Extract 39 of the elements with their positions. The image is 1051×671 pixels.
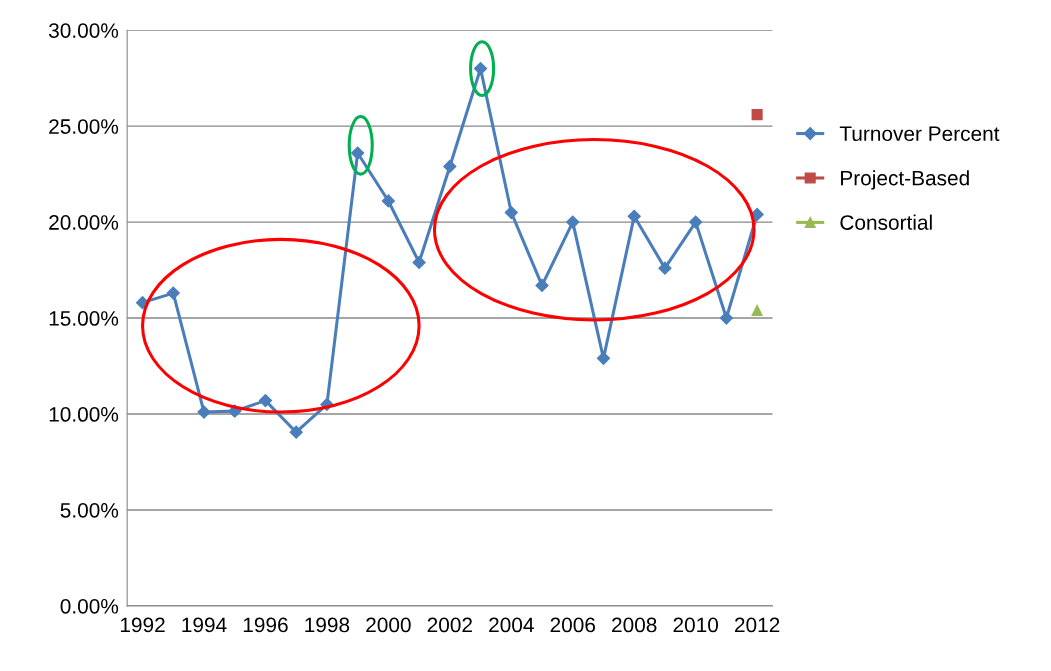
point [289, 425, 303, 439]
x-tick-label: 1992 [120, 617, 165, 633]
point [750, 207, 764, 222]
y-tick-label: 20.00% [49, 215, 119, 230]
x-tick-label: 2006 [550, 617, 595, 633]
x-tick-label: 2004 [489, 617, 534, 633]
point [689, 215, 703, 229]
y-tick-label: 5.00% [60, 502, 119, 518]
x-tick-label: 1998 [305, 617, 350, 633]
legend-label: Turnover Percent [839, 126, 1000, 142]
legend-label: Consortial [840, 214, 932, 230]
point [751, 304, 763, 316]
point [412, 255, 426, 269]
y-tick-label: 10.00% [49, 407, 119, 422]
point [258, 393, 273, 408]
point [351, 146, 365, 160]
y-tick-label: 30.00% [48, 23, 119, 38]
x-tick-label: 1994 [182, 617, 227, 633]
x-tick-label: 2010 [673, 617, 719, 633]
point [535, 278, 549, 293]
point [504, 205, 518, 220]
y-tick-label: 15.00% [49, 311, 119, 326]
point [627, 209, 641, 223]
x-tick-label: 1996 [243, 617, 288, 633]
x-tick-label: 2002 [427, 617, 472, 633]
point [566, 215, 580, 229]
x-tick-label: 2008 [612, 617, 657, 633]
point [751, 109, 763, 121]
point [443, 159, 457, 174]
x-tick-label: 2012 [735, 617, 780, 633]
x-tick-label: 2000 [366, 617, 411, 633]
y-tick-label: 0.00% [60, 598, 119, 614]
y-tick-label: 25.00% [49, 119, 119, 134]
point [166, 286, 180, 300]
point [197, 405, 211, 419]
point [719, 311, 733, 325]
point [381, 194, 395, 208]
point [658, 261, 672, 275]
legend-label: Project-Based [841, 170, 969, 190]
